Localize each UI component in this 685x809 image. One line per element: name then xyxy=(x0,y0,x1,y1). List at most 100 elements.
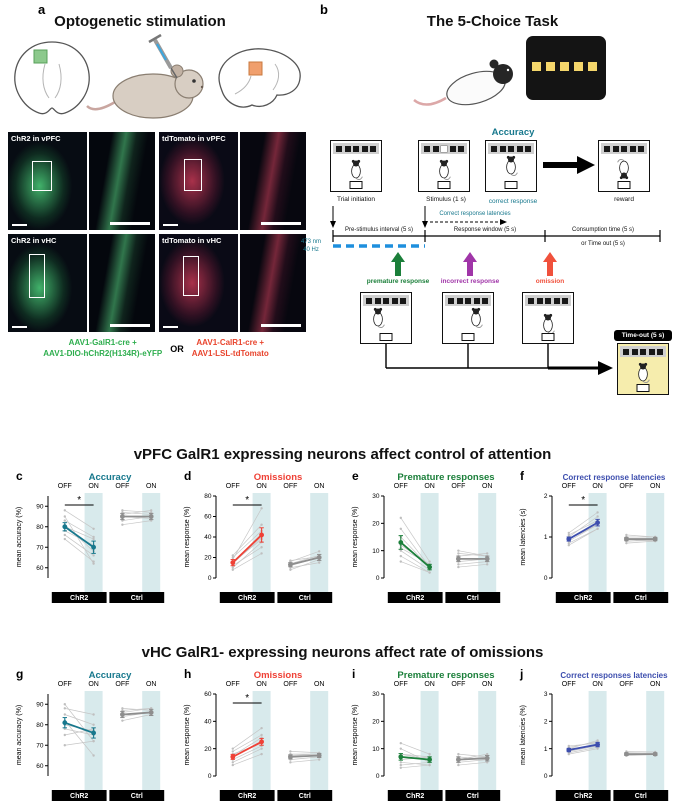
panel-letter: d xyxy=(184,469,191,483)
condition-label: OFF xyxy=(394,681,408,688)
individual-point xyxy=(92,754,95,757)
mean-point xyxy=(259,532,264,538)
individual-point xyxy=(457,552,460,555)
micrograph-grid: ChR2 in vPFC tdTomato in vPFC ChR2 in vH… xyxy=(8,132,306,332)
individual-line xyxy=(232,727,262,749)
micrograph-image: tdTomato in vHC xyxy=(159,234,239,332)
individual-line xyxy=(568,512,598,534)
construct-red: AAV1-CalR1-cre + AAV1-LSL-tdTomato xyxy=(192,338,269,360)
panel-letter: j xyxy=(519,667,523,681)
scale-bar xyxy=(261,222,301,225)
y-tick-label: 60 xyxy=(204,691,212,698)
condition-label: ON xyxy=(592,483,603,490)
group-label: Ctrl xyxy=(299,595,311,602)
condition-label: ON xyxy=(314,483,325,490)
hole xyxy=(508,145,514,152)
mean-line xyxy=(400,755,430,761)
mean-point xyxy=(566,536,572,542)
condition-label: OFF xyxy=(283,681,297,688)
individual-point xyxy=(63,713,66,716)
section2-title: vHC GalR1- expressing neurons affect rat… xyxy=(141,644,544,661)
individual-point xyxy=(231,554,234,557)
condition-label: ON xyxy=(256,483,267,490)
individual-point xyxy=(399,527,402,530)
individual-line xyxy=(400,517,430,562)
individual-line xyxy=(568,745,598,752)
hole xyxy=(448,297,454,304)
y-tick-label: 80 xyxy=(36,524,44,531)
mean-point xyxy=(427,564,432,570)
hole xyxy=(499,145,506,152)
group-label: Ctrl xyxy=(635,793,647,800)
group-label: ChR2 xyxy=(406,793,424,800)
condition-label: ON xyxy=(146,483,157,490)
mean-point xyxy=(230,754,236,760)
mouse-slot xyxy=(436,159,452,181)
individual-point xyxy=(231,747,234,750)
injection-mouse-schematic xyxy=(86,34,204,119)
hole xyxy=(391,297,398,304)
y-tick-label: 70 xyxy=(36,742,44,749)
y-tick-label: 30 xyxy=(372,691,380,698)
hole xyxy=(456,297,463,304)
individual-point xyxy=(231,761,234,764)
mean-point xyxy=(456,757,461,762)
connector-lines xyxy=(385,344,598,369)
individual-point xyxy=(399,549,402,552)
y-tick-label: 10 xyxy=(372,746,380,753)
panel-b-letter: b xyxy=(320,2,328,17)
condition-label: OFF xyxy=(115,681,129,688)
mean-point xyxy=(484,556,490,562)
individual-point xyxy=(289,559,292,562)
condition-label: OFF xyxy=(562,681,576,688)
laser-on-band xyxy=(310,691,329,790)
y-axis-label: mean latencies (%) xyxy=(520,705,527,765)
individual-point xyxy=(92,723,95,726)
timeout-label: Time-out (5 s) xyxy=(614,330,672,341)
micrograph-zoom xyxy=(89,234,155,332)
laser-wavelength-label: 473 nm xyxy=(300,239,321,245)
individual-line xyxy=(64,740,94,746)
individual-line xyxy=(458,759,488,763)
individual-line xyxy=(122,708,152,711)
mouse-icon xyxy=(617,158,629,180)
individual-point xyxy=(92,535,95,539)
y-axis-label: mean response (%) xyxy=(184,704,191,765)
mean-point xyxy=(148,514,154,519)
group-bar xyxy=(219,790,275,801)
mean-point xyxy=(288,562,293,568)
omission-arrow xyxy=(543,252,557,276)
mean-point xyxy=(652,751,658,757)
scale-bar xyxy=(110,222,150,225)
outcome-connector xyxy=(385,344,613,375)
individual-line xyxy=(64,538,94,562)
y-tick-label: 30 xyxy=(372,493,380,500)
or-label: OR xyxy=(170,343,184,354)
y-axis-label: mean latencies (s) xyxy=(520,508,527,565)
individual-point xyxy=(457,565,460,569)
mean-line xyxy=(232,534,263,564)
laser-on-band xyxy=(478,493,497,592)
sagittal-brain-schematic xyxy=(218,48,301,108)
hole xyxy=(361,145,368,152)
y-axis-label: mean response (%) xyxy=(352,506,359,567)
hole xyxy=(449,145,456,152)
laser-on-band xyxy=(588,493,607,592)
panel-i-chart: i Premature responses OFF ON OFF ON 0 10 20 30 mea… xyxy=(348,664,510,806)
hole xyxy=(631,348,638,355)
significance-star: * xyxy=(77,495,81,506)
mouse-icon xyxy=(471,307,483,329)
individual-line xyxy=(232,541,262,569)
individual-point xyxy=(399,761,402,764)
individual-point xyxy=(260,752,263,756)
condition-label: ON xyxy=(256,681,267,688)
timeline-axis xyxy=(332,230,661,242)
laser-on-band xyxy=(142,691,161,790)
individual-line xyxy=(290,562,320,569)
hole xyxy=(465,297,471,304)
individual-line xyxy=(626,534,656,538)
individual-point xyxy=(399,747,402,750)
individual-line xyxy=(64,704,94,742)
hole xyxy=(344,145,351,152)
